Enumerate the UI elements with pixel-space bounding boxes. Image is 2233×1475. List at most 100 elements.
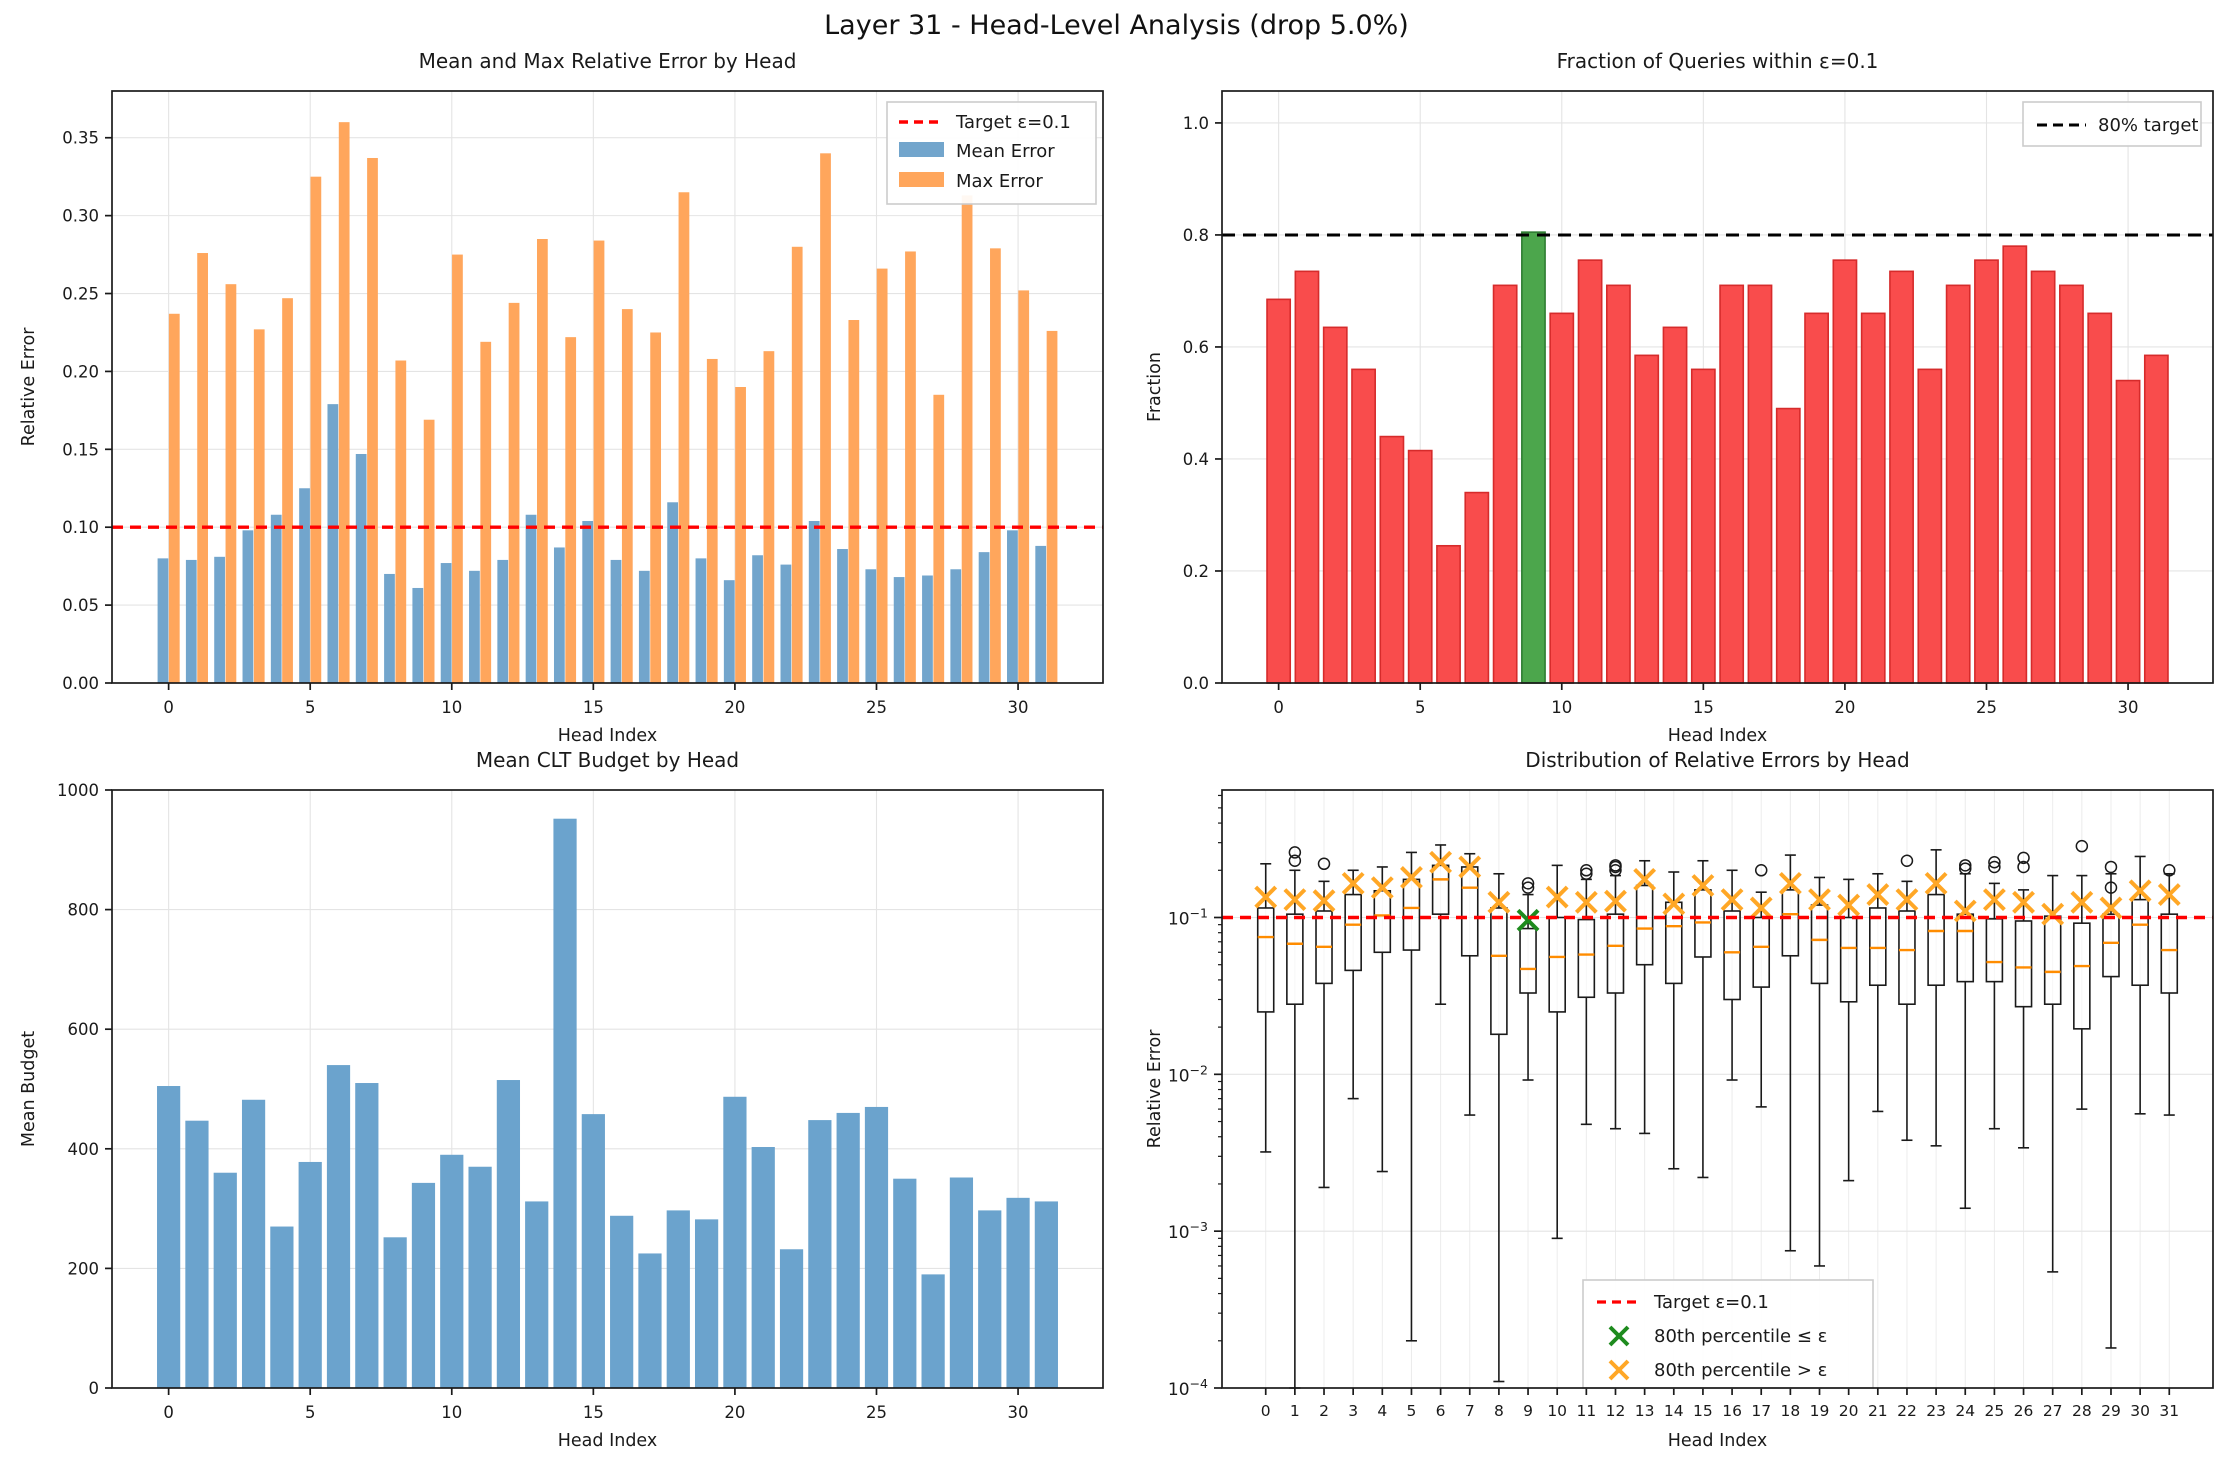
x-tick-label: 30 bbox=[2118, 698, 2139, 717]
outlier-point bbox=[1900, 854, 1914, 868]
box bbox=[1752, 916, 1771, 988]
bar-mean-error bbox=[582, 520, 594, 683]
bar-max-error bbox=[961, 195, 973, 683]
bar-budget bbox=[241, 1099, 266, 1388]
bar-max-error bbox=[197, 253, 208, 683]
bar-mean-error bbox=[497, 559, 509, 683]
x-axis-title: Head Index bbox=[1668, 1431, 1768, 1451]
bar-max-error bbox=[282, 298, 293, 683]
y-tick-label: 0 bbox=[89, 1379, 100, 1398]
outlier-point bbox=[2104, 881, 2118, 894]
x-tick-label: 10 bbox=[441, 1403, 462, 1422]
bar-max-error bbox=[508, 302, 520, 683]
x-tick-label: 20 bbox=[1834, 698, 1855, 717]
x-tick-label: 30 bbox=[2130, 1402, 2150, 1420]
x-tick-label: 4 bbox=[1377, 1402, 1387, 1420]
bar-mean-error bbox=[1007, 530, 1018, 683]
box bbox=[1548, 916, 1566, 1013]
axes-frame bbox=[1221, 90, 2214, 684]
bar-budget bbox=[978, 1210, 1002, 1388]
legend-label: Target ε=0.1 bbox=[955, 112, 1071, 133]
percentile-marker-fail bbox=[1749, 896, 1773, 920]
legend-label: 80% target bbox=[2098, 115, 2198, 136]
percentile-marker-fail bbox=[1924, 871, 1948, 895]
bar-fraction bbox=[1662, 326, 1688, 684]
bar-fraction bbox=[1549, 312, 1575, 684]
chart-title: Mean and Max Relative Error by Head bbox=[419, 49, 797, 73]
bar-mean-error bbox=[808, 520, 820, 683]
percentile-marker-fail bbox=[1604, 889, 1627, 913]
percentile-marker-fail bbox=[1370, 876, 1394, 900]
bar-mean-error bbox=[469, 570, 480, 683]
outlier-point bbox=[2075, 839, 2089, 853]
x-tick-label: 0 bbox=[163, 1403, 174, 1422]
y-tick-label: 1000 bbox=[57, 781, 99, 800]
x-tick-label: 11 bbox=[1576, 1402, 1596, 1420]
y-tick-label: 0.25 bbox=[62, 285, 99, 304]
bar-budget bbox=[440, 1154, 464, 1388]
bar-fraction bbox=[1832, 259, 1858, 684]
bar-max-error bbox=[310, 176, 322, 683]
outlier-point bbox=[1988, 860, 2001, 874]
x-tick-label: 19 bbox=[1810, 1402, 1830, 1420]
y-axis-title: Relative Error bbox=[19, 327, 39, 447]
bar-budget bbox=[185, 1120, 209, 1388]
percentile-marker-fail bbox=[2128, 879, 2152, 903]
axes-frame bbox=[111, 90, 1104, 684]
percentile-marker-fail bbox=[1574, 890, 1598, 914]
box bbox=[1490, 907, 1508, 1036]
bar-mean-error bbox=[327, 404, 339, 683]
legend bbox=[2022, 101, 2202, 147]
y-tick-label: 0.20 bbox=[62, 362, 99, 381]
percentile-marker-fail bbox=[2012, 890, 2035, 914]
bar-fraction bbox=[1775, 407, 1801, 684]
outlier-point bbox=[2163, 864, 2176, 877]
bar-mean-error bbox=[752, 555, 763, 683]
y-tick-label: 10−4 bbox=[1168, 1376, 1208, 1400]
bar-budget bbox=[723, 1096, 747, 1388]
x-tick-label: 24 bbox=[1955, 1402, 1975, 1420]
outlier-point bbox=[1521, 881, 1535, 894]
y-tick-label: 0.0 bbox=[1183, 674, 1209, 693]
x-tick-label: 29 bbox=[2101, 1402, 2121, 1420]
box bbox=[1256, 907, 1275, 1013]
bar-fraction bbox=[1266, 298, 1292, 684]
x-tick-label: 25 bbox=[866, 1403, 887, 1422]
percentile-marker-fail bbox=[1953, 899, 1977, 923]
bar-budget bbox=[836, 1112, 860, 1388]
bar-max-error bbox=[706, 358, 718, 683]
bar-budget bbox=[808, 1120, 832, 1388]
percentile-marker-fail bbox=[1662, 892, 1686, 916]
bar-fraction bbox=[1492, 284, 1518, 684]
bar-fraction bbox=[1690, 368, 1716, 684]
y-tick-label: 0.15 bbox=[62, 440, 99, 459]
bar-mean-error bbox=[384, 573, 395, 683]
box bbox=[1869, 907, 1887, 987]
x-tick-label: 25 bbox=[1985, 1402, 2005, 1420]
x-tick-label: 23 bbox=[1926, 1402, 1946, 1420]
bar-max-error bbox=[168, 313, 180, 683]
x-tick-label: 6 bbox=[1436, 1402, 1446, 1420]
box bbox=[2160, 913, 2179, 994]
box bbox=[1286, 913, 1304, 1005]
bar-max-error bbox=[848, 320, 860, 683]
bar-mean-error bbox=[667, 502, 679, 683]
box bbox=[2131, 898, 2149, 987]
box bbox=[1635, 884, 1654, 966]
x-axis-title: Head Index bbox=[558, 1431, 658, 1451]
box bbox=[2014, 920, 2033, 1008]
legend-label: 80th percentile > ε bbox=[1654, 1360, 1827, 1381]
x-tick-label: 30 bbox=[1008, 1403, 1029, 1422]
bar-max-error bbox=[1046, 330, 1058, 683]
outlier-point bbox=[1288, 846, 1302, 859]
bar-fraction bbox=[1436, 544, 1461, 684]
bar-budget bbox=[1034, 1201, 1058, 1388]
y-tick-label: 10−3 bbox=[1168, 1219, 1208, 1243]
bar-budget bbox=[694, 1219, 719, 1388]
bar-budget bbox=[298, 1161, 322, 1388]
x-tick-label: 10 bbox=[441, 698, 462, 717]
bar-mean-error bbox=[695, 558, 707, 683]
bar-mean-error bbox=[525, 514, 537, 683]
bar-mean-error bbox=[1035, 545, 1047, 683]
